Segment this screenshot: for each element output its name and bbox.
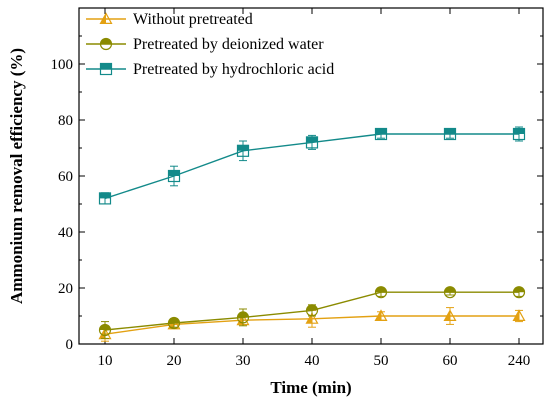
data-point — [167, 316, 181, 330]
y-axis: 0 20 40 60 80 100 — [51, 35, 543, 353]
series-1 — [98, 286, 526, 339]
data-point-fill — [168, 170, 180, 176]
x-tick-label: 50 — [374, 353, 389, 369]
legend-marker — [99, 12, 113, 24]
y-tick-label: 80 — [58, 113, 73, 129]
legend: Without pretreated Pretreated by deionize… — [86, 11, 334, 78]
data-point — [305, 304, 319, 317]
x-axis: 10 20 30 40 50 60 240 — [98, 8, 531, 369]
legend-marker — [99, 62, 113, 76]
x-tick-label: 240 — [508, 353, 531, 369]
data-point — [305, 136, 319, 149]
data-point — [98, 192, 112, 205]
legend-marker-fill — [100, 63, 112, 69]
x-tick-label: 20 — [167, 353, 182, 369]
legend-label: Without pretreated — [133, 11, 253, 28]
legend-label: Pretreated by deionized water — [133, 36, 324, 53]
x-tick-label: 30 — [236, 353, 251, 369]
data-point — [98, 323, 112, 337]
data-point — [236, 144, 250, 157]
data-point — [374, 309, 388, 321]
data-point-fill — [237, 145, 249, 151]
data-point-fill — [444, 128, 456, 134]
data-point-fill — [513, 128, 525, 134]
data-point-fill — [375, 128, 387, 134]
y-axis-title: Ammonium removal efficiency (%) — [7, 48, 26, 304]
data-point — [374, 286, 388, 299]
series-2 — [98, 126, 526, 205]
series-layer — [98, 126, 526, 342]
x-tick-label: 60 — [443, 353, 458, 369]
y-tick-label: 60 — [58, 169, 73, 185]
data-point-fill — [99, 192, 111, 199]
data-point-fill — [306, 136, 318, 143]
data-point — [167, 169, 181, 183]
data-point — [512, 286, 526, 299]
data-point — [512, 309, 526, 321]
data-point — [443, 127, 457, 141]
y-tick-label: 20 — [58, 281, 73, 297]
data-point — [305, 312, 319, 324]
y-tick-label: 40 — [58, 225, 73, 241]
data-point — [443, 309, 457, 321]
plot-frame — [78, 7, 544, 345]
x-axis-title: Time (min) — [270, 378, 351, 397]
y-tick-label: 0 — [66, 337, 74, 353]
x-tick-label: 10 — [98, 353, 113, 369]
data-point — [374, 127, 388, 141]
legend-marker — [99, 37, 113, 51]
legend-label: Pretreated by hydrochloric acid — [133, 61, 334, 78]
y-tick-label: 100 — [51, 57, 74, 73]
data-point — [236, 311, 250, 324]
data-point — [443, 286, 457, 299]
x-tick-label: 40 — [305, 353, 320, 369]
data-point — [512, 127, 526, 141]
